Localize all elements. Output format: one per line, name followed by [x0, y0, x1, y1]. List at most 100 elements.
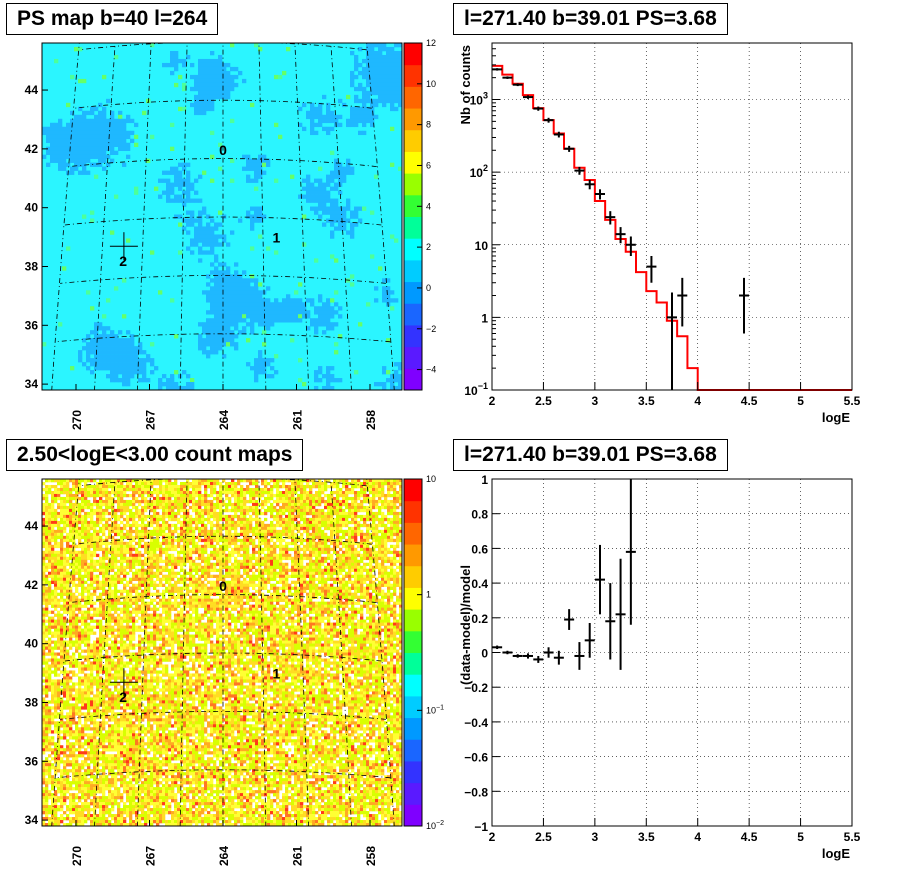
- parallel: [52, 828, 395, 836]
- colour-bar-step: [404, 782, 422, 805]
- colour-bar-step: [404, 652, 422, 675]
- parallel: [79, 43, 367, 51]
- y-tick-label: 36: [25, 754, 39, 768]
- data-point: [605, 211, 616, 225]
- y-axis-label: (data-model)/model: [458, 565, 473, 685]
- y-tick-label: 42: [25, 578, 39, 592]
- source-label: 1: [272, 665, 280, 681]
- colour-bar-step: [404, 86, 422, 109]
- colour-bar-step: [404, 522, 422, 545]
- parallel: [55, 333, 391, 343]
- x-tick-label: 258: [364, 410, 378, 430]
- colour-bar-step: [404, 173, 422, 196]
- colour-bar-step: [404, 303, 422, 326]
- y-tick-label: 40: [25, 201, 39, 215]
- z-tick-label: 8: [426, 120, 431, 130]
- y-tick-label: 1: [481, 311, 488, 325]
- data-point: [533, 106, 544, 111]
- parallel: [48, 451, 399, 459]
- x-tick-label: 5: [797, 394, 804, 408]
- y-tick-label: 0.4: [471, 577, 488, 591]
- count-map-title: 2.50<logE<3.00 count maps: [6, 439, 304, 471]
- x-tick-label: 267: [144, 410, 158, 430]
- colour-bar-step: [404, 717, 422, 740]
- data-point: [553, 131, 564, 138]
- x-tick-label: 264: [217, 846, 231, 866]
- data-point: [625, 479, 636, 625]
- z-tick-label: 12: [426, 38, 436, 48]
- y-tick-label: −1: [474, 820, 488, 834]
- y-tick-label: 0.8: [471, 508, 488, 522]
- x-tick-label: 264: [217, 410, 231, 430]
- z-tick-label: 10: [426, 474, 436, 484]
- colour-bar-step: [404, 500, 422, 523]
- colour-bar-step: [404, 368, 422, 391]
- colour-bar-step: [404, 760, 422, 784]
- source-label: 2: [119, 253, 127, 269]
- parallel: [64, 652, 382, 662]
- y-tick-label: 102: [470, 163, 488, 180]
- data-point: [615, 227, 626, 244]
- x-tick-label: 4.5: [741, 830, 758, 844]
- z-tick-label: 10: [426, 79, 436, 89]
- parallel: [74, 535, 372, 545]
- x-tick-label: 2: [489, 394, 496, 408]
- colour-bar-step: [404, 194, 422, 217]
- x-tick-label: 258: [364, 846, 378, 866]
- colour-bar-step: [404, 346, 422, 369]
- colour-bar-step: [404, 324, 422, 348]
- data-point: [667, 292, 677, 390]
- data-point: [492, 68, 503, 71]
- data-point: [564, 145, 575, 152]
- colour-bar-step: [404, 804, 422, 827]
- plot-frame: [491, 42, 853, 391]
- ps-map-title: PS map b=40 l=264: [6, 3, 219, 35]
- colour-bar-step: [404, 739, 422, 762]
- colour-bar-step: [404, 565, 422, 588]
- data-point: [512, 654, 523, 658]
- data-point: [543, 647, 554, 658]
- parallel: [69, 158, 377, 167]
- y-tick-label: 40: [25, 637, 39, 651]
- data-point: [739, 277, 749, 334]
- y-tick-label: 103: [470, 91, 488, 108]
- colour-bar-step: [404, 64, 422, 87]
- y-tick-label: 1: [481, 473, 488, 487]
- residual-title: l=271.40 b=39.01 PS=3.68: [453, 439, 728, 471]
- colour-bar-step: [404, 151, 422, 174]
- y-tick-label: 10−1: [464, 381, 488, 398]
- data-point: [677, 277, 688, 327]
- y-tick-label: 38: [25, 695, 39, 709]
- source-label: 1: [272, 229, 280, 245]
- colour-bar: 12 10 8 6 4 2 0 −2 −4: [403, 38, 436, 391]
- z-tick-label: 10−1: [426, 704, 444, 715]
- y-axis-label: Nb of counts: [458, 45, 473, 124]
- y-tick-label: −0.4: [464, 716, 488, 730]
- x-tick-label: 261: [291, 410, 305, 430]
- x-tick-label: 5.5: [844, 394, 861, 408]
- source-label: 2: [119, 689, 127, 705]
- colour-bar-step: [404, 609, 422, 632]
- z-tick-label: −2: [426, 324, 436, 334]
- z-tick-label: −4: [426, 365, 436, 375]
- data-point: [625, 236, 636, 257]
- data-point: [523, 95, 533, 99]
- colour-bar-step: [404, 695, 422, 719]
- parallel: [69, 594, 377, 603]
- colour-bar-step: [404, 281, 422, 304]
- colour-bar-step: [404, 108, 422, 131]
- x-tick-label: 2.5: [535, 394, 552, 408]
- parallel: [74, 99, 372, 109]
- data-point: [615, 558, 626, 670]
- y-tick-label: −0.2: [464, 681, 488, 695]
- x-tick-label: 3.5: [638, 394, 655, 408]
- colour-bar: 10 1 10−1 10−2: [403, 474, 444, 831]
- x-tick-label: 270: [70, 410, 84, 430]
- data-point: [533, 655, 544, 663]
- residual-plot: 2 2.5 3 3.5 4 4.5 5 5.5 −1 −0.8 −0.6 −0.4 −0.2 0 0.2 0.…: [458, 473, 861, 861]
- sky-map-2: 34 36 38 40 42 44 270 267 264 261 258 0 1 2 10 1 10−1 10−…: [25, 474, 444, 866]
- y-tick-label: 0.2: [471, 612, 488, 626]
- x-axis-label: logE: [822, 846, 850, 861]
